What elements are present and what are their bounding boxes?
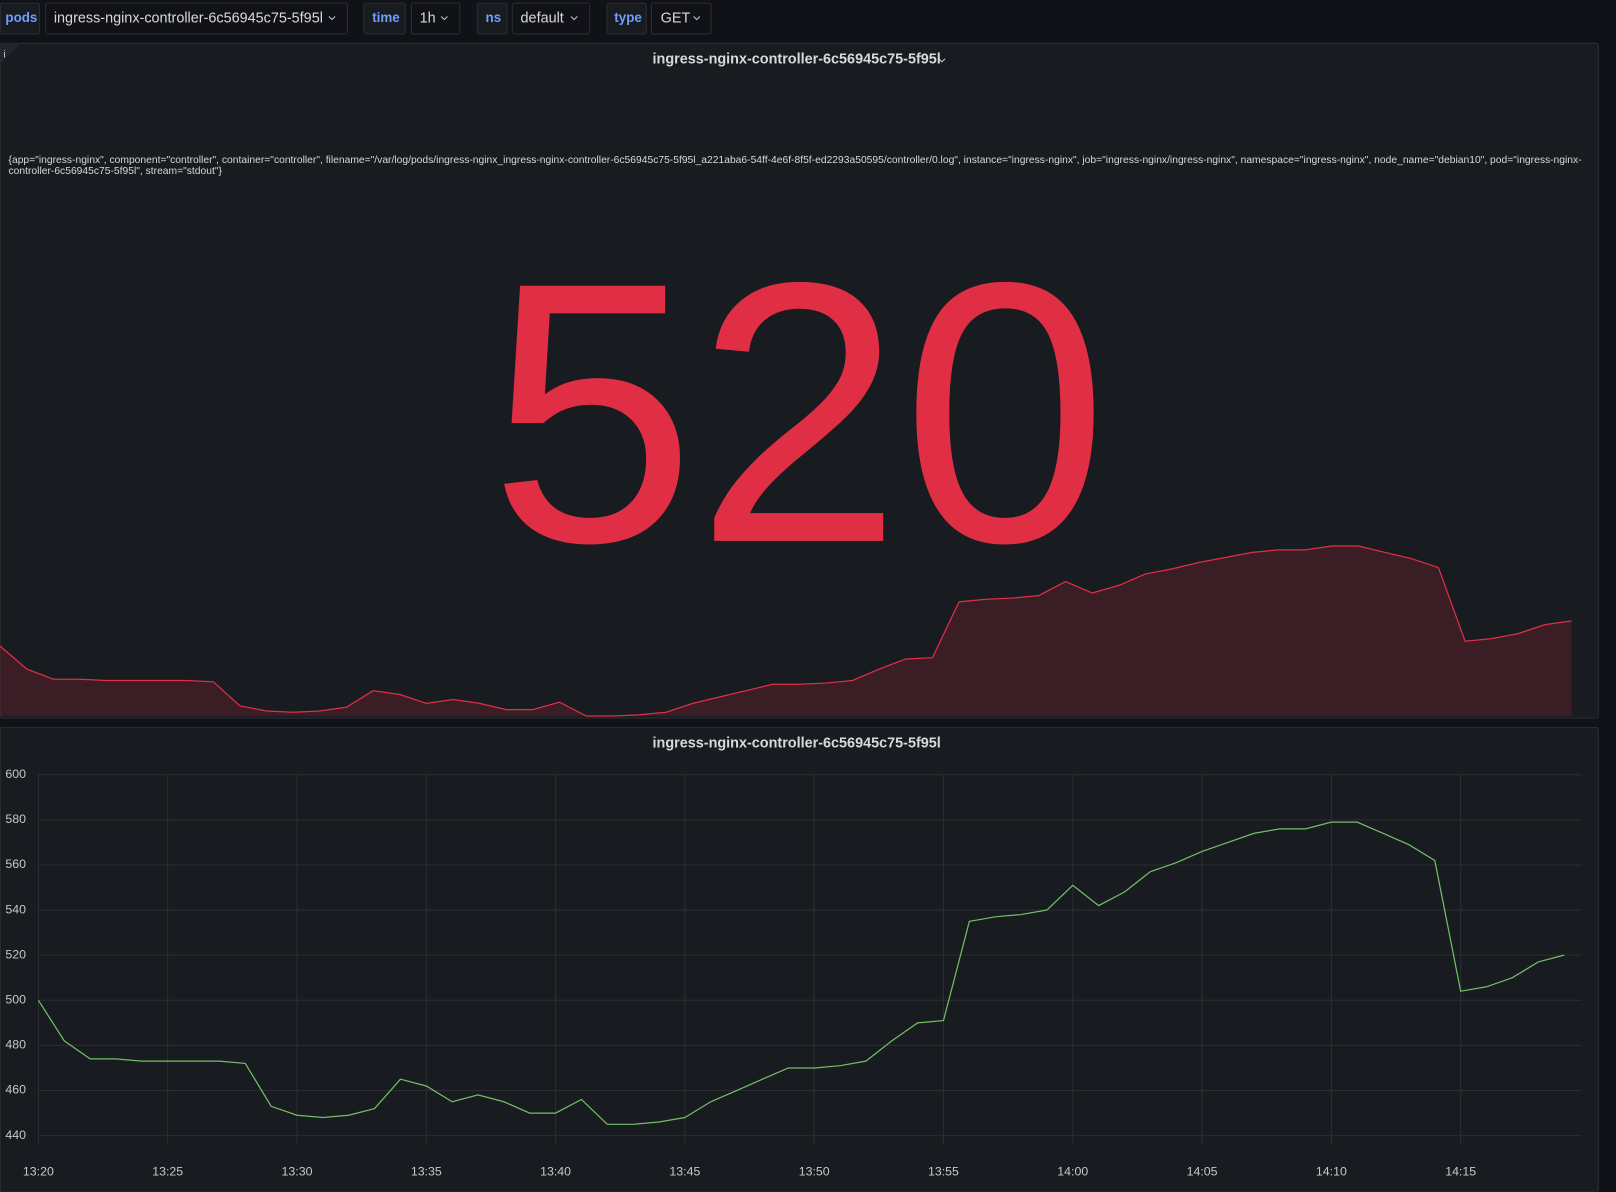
info-icon[interactable]: i	[3, 49, 5, 60]
var-value[interactable]: default	[521, 10, 564, 26]
x-tick-label: 14:05	[1187, 1165, 1218, 1179]
chevron	[328, 16, 336, 21]
var-label-box	[476, 2, 508, 35]
y-tick-label: 460	[5, 1083, 26, 1097]
stat-value: 520	[489, 205, 1108, 620]
x-tick-label: 14:10	[1316, 1165, 1347, 1179]
var-value[interactable]: ingress-nginx-controller-6c56945c75-5f95…	[54, 10, 323, 26]
var-label-box	[606, 2, 647, 35]
y-tick-label: 500	[5, 993, 26, 1007]
var-label: ns	[486, 10, 502, 25]
panel-title[interactable]: ingress-nginx-controller-6c56945c75-5f95…	[653, 736, 941, 752]
x-tick-label: 13:35	[411, 1165, 442, 1179]
sparkline	[0, 545, 1572, 717]
var-select[interactable]	[45, 2, 348, 35]
x-tick-label: 13:20	[23, 1165, 54, 1179]
series-legend: {app="ingress-nginx", component="control…	[8, 154, 1582, 178]
y-tick-label: 560	[5, 857, 26, 871]
sparkline-line	[0, 545, 1572, 717]
x-tick-label: 14:15	[1445, 1165, 1476, 1179]
var-label: time	[372, 10, 400, 25]
panel-frame	[0, 42, 1599, 719]
y-tick-label: 440	[5, 1128, 26, 1142]
var-label: pods	[5, 10, 37, 25]
panel-title[interactable]: ingress-nginx-controller-6c56945c75-5f95…	[653, 52, 941, 68]
var-label-box	[0, 2, 40, 35]
y-tick-label: 580	[5, 812, 26, 826]
y-tick-label: 600	[5, 767, 26, 781]
series-line	[37, 821, 1565, 1125]
y-tick-label: 480	[5, 1038, 26, 1052]
timeseries-panel: ingress-nginx-controller-6c56945c75-5f95…	[0, 726, 1599, 1192]
x-tick-label: 13:45	[669, 1165, 700, 1179]
panel-frame	[0, 726, 1599, 1192]
var-label: type	[614, 10, 642, 25]
legend-box: {app="ingress-nginx", component="control…	[8, 154, 1582, 178]
chevron	[440, 16, 448, 21]
var-select[interactable]	[410, 2, 461, 35]
x-tick-label: 14:00	[1057, 1165, 1088, 1179]
x-tick-label: 13:25	[152, 1165, 183, 1179]
y-tick-label: 520	[5, 947, 26, 961]
var-value[interactable]: 1h	[420, 10, 436, 26]
var-select[interactable]	[650, 2, 712, 35]
sparkline-area	[0, 546, 1572, 717]
x-tick-label: 13:50	[799, 1165, 830, 1179]
x-tick-label: 13:55	[928, 1165, 959, 1179]
chevron	[693, 16, 701, 21]
x-tick-label: 13:30	[282, 1165, 313, 1179]
var-value[interactable]: GET	[661, 10, 691, 26]
stat-panel: i ingress-nginx-controller-6c56945c75-5f…	[0, 42, 1599, 719]
var-label-box	[363, 2, 406, 35]
var-select[interactable]	[511, 2, 591, 35]
x-tick-label: 13:40	[540, 1165, 571, 1179]
chevron	[570, 16, 578, 21]
y-tick-label: 540	[5, 902, 26, 916]
variables-bar: pods ingress-nginx-controller-6c56945c75…	[0, 2, 712, 35]
chevron	[938, 58, 946, 63]
